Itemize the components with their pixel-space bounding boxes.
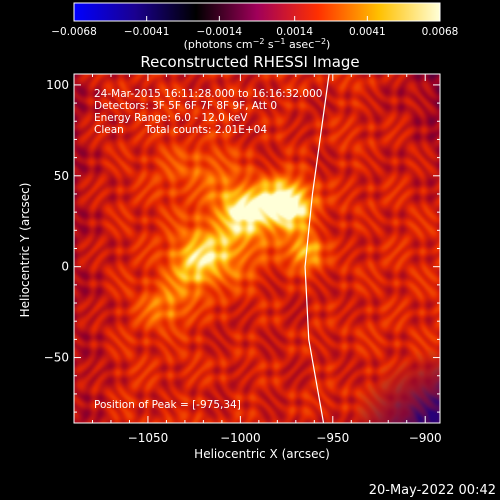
x-tick-label: −1000 (220, 431, 261, 445)
peak-position-text: Position of Peak = [-975,34] (94, 399, 241, 411)
time-range-text: 24-Mar-2015 16:11:28.000 to 16:16:32.000 (94, 88, 322, 100)
x-axis-ticks: −1050 −1000 −950 −900 (91, 74, 442, 445)
image-area (74, 74, 440, 423)
solar-limb-line (304, 74, 330, 423)
x-tick-label: −1050 (128, 431, 169, 445)
y-axis-label: Heliocentric Y (arcsec) (18, 183, 32, 318)
total-counts-text: Total counts: 2.01E+04 (144, 124, 267, 136)
heatmap-image (74, 74, 440, 423)
y-tick-label: 0 (61, 260, 69, 274)
chart-title: Reconstructed RHESSI Image (140, 53, 359, 71)
colorbar-tick-label: 0.0014 (276, 26, 313, 38)
colorbar-tick-label: 0.0041 (349, 26, 386, 38)
x-tick-label: −950 (316, 431, 349, 445)
energy-range-text: Energy Range: 6.0 - 12.0 keV (94, 112, 248, 124)
x-axis-label: Heliocentric X (arcsec) (194, 447, 330, 461)
detectors-text: Detectors: 3F 5F 6F 7F 8F 9F, Att 0 (94, 100, 277, 112)
colorbar: −0.0068 −0.0041 −0.0014 0.0014 0.0041 0.0068 … (51, 2, 458, 51)
colorbar-ticks: −0.0068 −0.0041 −0.0014 0.0014 0.0041 0.0068 (51, 16, 458, 38)
colorbar-tick-label: −0.0041 (124, 26, 170, 38)
y-tick-label: 50 (54, 169, 69, 183)
y-tick-label: 100 (46, 78, 69, 92)
x-tick-label: −900 (409, 431, 442, 445)
footer-date: 20-May-2022 00:42 (369, 483, 496, 498)
colorbar-tick-label: −0.0014 (197, 26, 243, 38)
colorbar-unit-label: (photons cm−2 s−1 asec−2) (184, 37, 331, 51)
y-axis-ticks: −50 0 50 100 (44, 78, 440, 413)
annotations: 24-Mar-2015 16:11:28.000 to 16:16:32.000… (94, 88, 322, 411)
colorbar-ramp (73, 2, 441, 22)
y-tick-label: −50 (44, 351, 69, 365)
colorbar-tick-label: 0.0068 (422, 26, 459, 38)
colorbar-tick-label: −0.0068 (51, 26, 97, 38)
clean-text: Clean (94, 124, 124, 136)
